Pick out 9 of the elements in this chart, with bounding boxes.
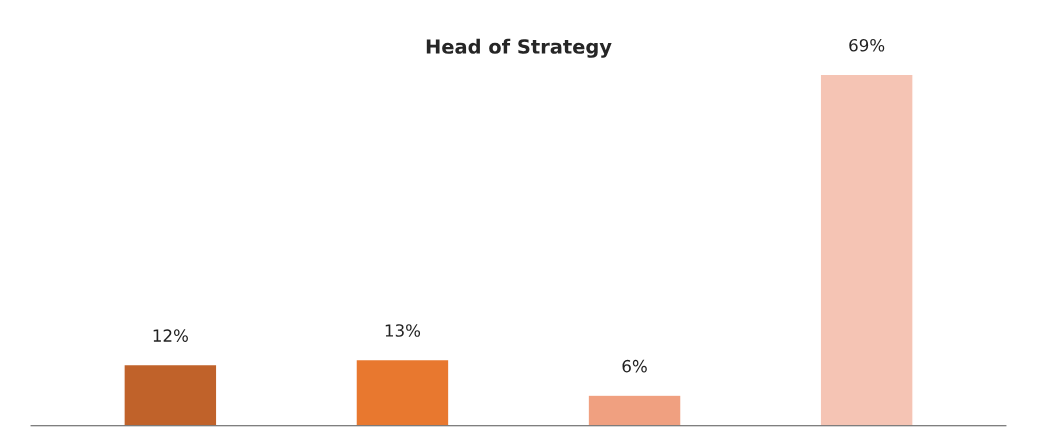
data-label: 13% (385, 324, 421, 337)
chart-title: Head of Strategy (426, 38, 612, 58)
data-label: 69% (849, 38, 885, 52)
data-label: 6% (622, 359, 647, 373)
bar (587, 394, 682, 426)
bar (355, 358, 450, 426)
bar (123, 363, 218, 426)
bar (819, 73, 914, 426)
data-label: 12% (153, 329, 188, 342)
